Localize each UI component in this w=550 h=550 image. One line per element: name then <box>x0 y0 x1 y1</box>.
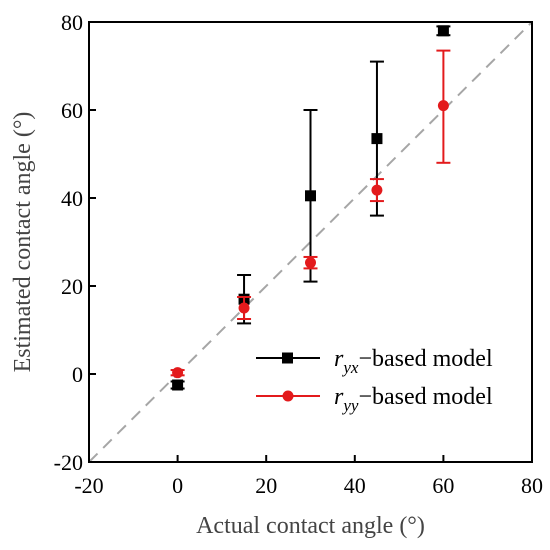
legend-symbol: r <box>334 384 344 410</box>
ticks: -20 0 20 40 60 80 -20 0 20 40 60 80 <box>54 10 543 498</box>
data-point <box>305 190 316 202</box>
x-tick-label: 60 <box>432 473 454 498</box>
legend-item-yy: ryy−based model <box>256 384 493 415</box>
legend-label: ryy−based model <box>334 384 493 415</box>
data-point <box>238 302 250 314</box>
series-yy <box>170 49 451 379</box>
legend-item-yx: ryx−based model <box>256 346 493 377</box>
y-tick-label: 0 <box>72 362 83 387</box>
y-tick-label: 20 <box>61 274 83 299</box>
plot-frame <box>88 21 533 463</box>
data-point <box>172 367 184 379</box>
data-point <box>305 257 316 269</box>
y-tick-label: 40 <box>61 186 83 211</box>
legend-marker <box>282 352 293 364</box>
legend-marker <box>282 390 294 402</box>
x-tick-label: 40 <box>344 473 366 498</box>
legend-label: ryx−based model <box>334 346 493 377</box>
legend-suffix: −based model <box>358 384 493 410</box>
series-yx <box>170 25 451 391</box>
data-point <box>371 184 383 196</box>
y-tick-label: 60 <box>61 98 83 123</box>
legend-symbol: r <box>334 346 344 372</box>
legend-subscript: yy <box>341 396 359 415</box>
y-axis-title: Estimated contact angle (°) <box>10 112 36 373</box>
axes <box>88 21 533 463</box>
x-tick-label: 0 <box>172 473 183 498</box>
x-axis-title: Actual contact angle (°) <box>196 513 425 539</box>
data-point <box>437 25 449 37</box>
x-tick-label: 80 <box>521 473 543 498</box>
data-point <box>437 100 449 112</box>
x-tick-label: 20 <box>255 473 277 498</box>
y-tick-label: -20 <box>54 450 83 475</box>
data-point <box>172 379 184 391</box>
reference-line <box>88 21 533 463</box>
y-tick-label: 80 <box>61 10 83 35</box>
legend-subscript: yx <box>341 358 359 377</box>
series-layer <box>170 25 451 391</box>
reference-line-layer <box>88 21 533 463</box>
x-tick-label: -20 <box>74 473 103 498</box>
data-point <box>371 133 383 145</box>
legend-suffix: −based model <box>358 346 493 372</box>
